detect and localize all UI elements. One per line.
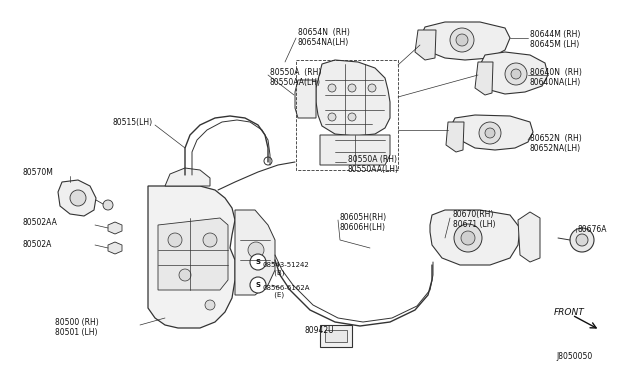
Circle shape [485, 128, 495, 138]
Circle shape [505, 63, 527, 85]
Circle shape [461, 231, 475, 245]
Polygon shape [446, 122, 464, 152]
Polygon shape [475, 62, 493, 95]
Circle shape [570, 228, 594, 252]
Text: 80502A: 80502A [22, 240, 51, 249]
Polygon shape [450, 115, 533, 150]
Text: S: S [255, 259, 260, 265]
Circle shape [203, 233, 217, 247]
Polygon shape [420, 22, 510, 60]
Polygon shape [316, 60, 390, 136]
Polygon shape [478, 52, 548, 94]
Circle shape [110, 243, 120, 253]
Text: 80640N  (RH)
80640NA(LH): 80640N (RH) 80640NA(LH) [530, 68, 582, 87]
Text: 80515(LH): 80515(LH) [112, 118, 152, 127]
Text: 80676A: 80676A [578, 225, 607, 234]
Polygon shape [320, 135, 390, 165]
Polygon shape [165, 168, 210, 186]
Circle shape [328, 84, 336, 92]
Circle shape [348, 84, 356, 92]
Circle shape [103, 200, 113, 210]
Bar [296, 60, 398, 170]
Circle shape [168, 233, 182, 247]
Circle shape [179, 269, 191, 281]
Text: 80605H(RH)
80606H(LH): 80605H(RH) 80606H(LH) [340, 213, 387, 232]
Text: S: S [255, 282, 260, 288]
Text: 80500 (RH)
80501 (LH): 80500 (RH) 80501 (LH) [55, 318, 99, 337]
Text: J8050050: J8050050 [556, 352, 592, 361]
Circle shape [454, 224, 482, 252]
Text: 80670(RH)
80671 (LH): 80670(RH) 80671 (LH) [453, 210, 495, 230]
Polygon shape [158, 218, 228, 290]
Text: 80570M: 80570M [22, 168, 53, 177]
Circle shape [456, 34, 468, 46]
Polygon shape [58, 180, 96, 216]
Circle shape [368, 84, 376, 92]
Circle shape [576, 234, 588, 246]
Polygon shape [148, 186, 235, 328]
Circle shape [250, 254, 266, 270]
Text: 80550A  (RH)
80550AA(LH): 80550A (RH) 80550AA(LH) [270, 68, 321, 87]
Circle shape [110, 223, 120, 233]
Circle shape [250, 277, 266, 293]
Circle shape [328, 113, 336, 121]
Text: 80942U: 80942U [305, 326, 335, 335]
Text: 80652N  (RH)
80652NA(LH): 80652N (RH) 80652NA(LH) [530, 134, 582, 153]
Polygon shape [295, 80, 316, 118]
Circle shape [511, 69, 521, 79]
Polygon shape [235, 210, 275, 295]
Polygon shape [518, 212, 540, 262]
Polygon shape [108, 242, 122, 254]
Circle shape [205, 300, 215, 310]
Text: 08566-6162A
     (E): 08566-6162A (E) [263, 285, 310, 298]
Text: FRONT: FRONT [554, 308, 585, 317]
Bar [325, 330, 347, 342]
Text: 80502AA: 80502AA [22, 218, 57, 227]
Text: 80654N  (RH)
80654NA(LH): 80654N (RH) 80654NA(LH) [298, 28, 350, 47]
Circle shape [348, 113, 356, 121]
Polygon shape [430, 210, 520, 265]
Text: 80550A (RH)
80550AA(LH): 80550A (RH) 80550AA(LH) [348, 155, 399, 174]
Circle shape [264, 157, 272, 165]
Bar [320, 325, 352, 347]
Circle shape [479, 122, 501, 144]
Circle shape [70, 190, 86, 206]
Circle shape [450, 28, 474, 52]
Polygon shape [108, 222, 122, 234]
Text: 80644M (RH)
80645M (LH): 80644M (RH) 80645M (LH) [530, 30, 580, 49]
Polygon shape [415, 30, 436, 60]
Circle shape [248, 242, 264, 258]
Text: 08543-51242
     (B): 08543-51242 (B) [263, 262, 310, 276]
